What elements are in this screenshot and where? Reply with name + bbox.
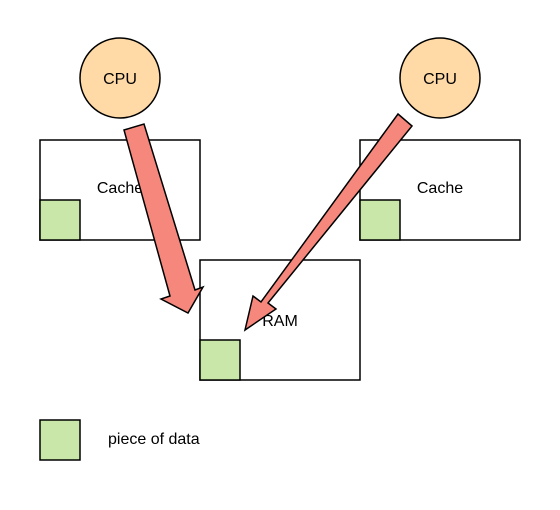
cpu-left-label: CPU — [103, 71, 137, 88]
cache-left-label: Cache — [97, 180, 143, 197]
legend-data-swatch — [39, 419, 81, 461]
cpu-right: CPU — [399, 37, 481, 119]
ram-label: RAM — [262, 313, 298, 330]
arrow-right-cpu-to-ram — [243, 112, 414, 332]
ram-data-block — [199, 339, 241, 381]
cpu-right-circle — [399, 37, 481, 119]
cache-left: Cache — [39, 139, 201, 241]
ram: RAM — [199, 259, 361, 381]
cpu-left-circle — [79, 37, 161, 119]
legend-label: piece of data — [108, 431, 200, 448]
cache-left-data-block — [39, 199, 81, 241]
legend: piece of data — [39, 419, 200, 461]
cpu-right-label: CPU — [423, 71, 457, 88]
arrow-left-cpu-to-ram — [123, 123, 205, 314]
cache-right-data-block — [359, 199, 401, 241]
cache-right-label: Cache — [417, 180, 463, 197]
cpu-left: CPU — [79, 37, 161, 119]
